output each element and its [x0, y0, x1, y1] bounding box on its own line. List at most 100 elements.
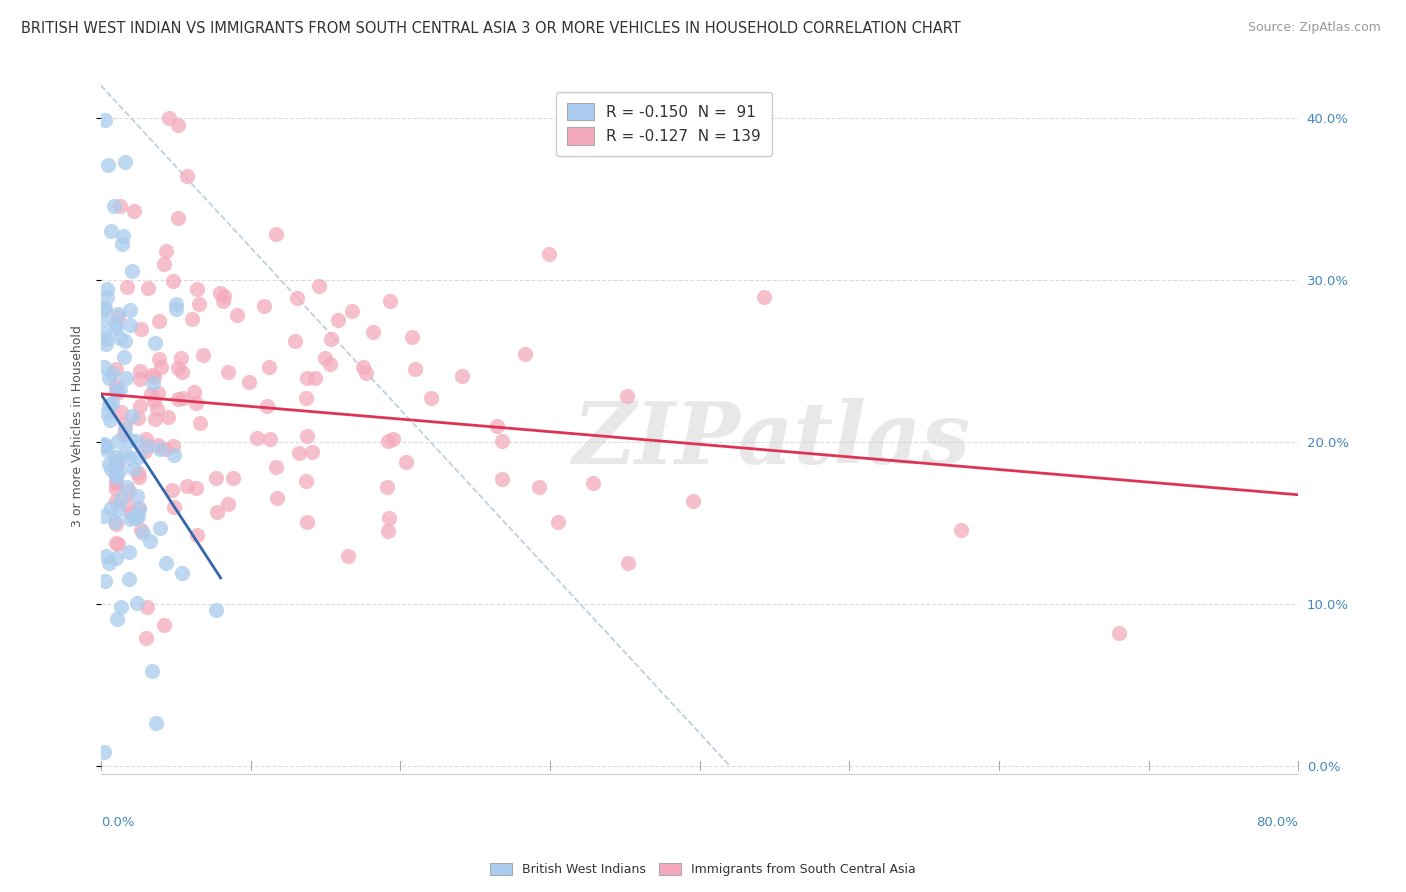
Point [287, 291, 309, 305]
Point [105, 384, 128, 398]
Point [114, 446, 136, 460]
Point [294, 474, 316, 488]
Point [253, 299, 276, 313]
Text: 80.0%: 80.0% [1257, 815, 1299, 829]
Point [352, 360, 374, 375]
Point [308, 278, 330, 293]
Point [217, 497, 239, 511]
Point [115, 481, 138, 495]
Point [125, 511, 148, 525]
Point [153, 442, 176, 457]
Point [97, 158, 120, 172]
Point [104, 517, 127, 532]
Point [170, 365, 193, 379]
Point [163, 500, 186, 514]
Point [142, 369, 165, 384]
Point [188, 416, 211, 430]
Point [160, 483, 183, 498]
Point [118, 450, 141, 465]
Point [142, 376, 165, 390]
Point [284, 334, 307, 348]
Point [94, 301, 117, 315]
Point [266, 491, 288, 505]
Point [93, 509, 115, 524]
Point [486, 419, 509, 434]
Point [527, 480, 550, 494]
Point [155, 556, 177, 570]
Point [145, 401, 167, 416]
Point [170, 351, 193, 365]
Point [105, 386, 128, 401]
Point [114, 417, 136, 431]
Point [129, 322, 152, 336]
Point [256, 400, 278, 414]
Point [96, 290, 118, 304]
Point [377, 511, 399, 525]
Point [118, 483, 141, 498]
Point [110, 405, 132, 419]
Point [104, 317, 127, 331]
Point [162, 439, 184, 453]
Point [342, 303, 364, 318]
Point [382, 432, 405, 446]
Point [183, 384, 205, 399]
Point [153, 618, 176, 632]
Point [209, 285, 232, 300]
Point [100, 461, 122, 475]
Point [401, 330, 423, 344]
Point [143, 412, 166, 426]
Point [108, 463, 131, 477]
Point [100, 366, 122, 380]
Point [141, 387, 163, 401]
Point [141, 368, 163, 382]
Point [222, 471, 245, 485]
Point [112, 350, 135, 364]
Point [212, 289, 235, 303]
Point [104, 458, 127, 472]
Point [377, 524, 399, 538]
Point [149, 442, 172, 457]
Point [127, 467, 149, 481]
Point [94, 112, 117, 127]
Point [104, 378, 127, 392]
Point [120, 507, 142, 521]
Point [114, 334, 136, 349]
Point [420, 391, 443, 405]
Point [118, 544, 141, 558]
Point [266, 227, 288, 242]
Point [93, 301, 115, 316]
Point [264, 459, 287, 474]
Point [128, 502, 150, 516]
Point [163, 448, 186, 462]
Point [451, 369, 474, 384]
Point [117, 280, 139, 294]
Point [107, 502, 129, 516]
Point [107, 537, 129, 551]
Point [295, 429, 318, 443]
Point [205, 505, 228, 519]
Point [186, 481, 208, 495]
Point [193, 348, 215, 362]
Point [354, 367, 377, 381]
Point [166, 118, 188, 132]
Point [294, 391, 316, 405]
Point [112, 228, 135, 243]
Point [127, 508, 149, 523]
Point [98, 556, 121, 570]
Point [105, 455, 128, 469]
Point [107, 307, 129, 321]
Point [122, 510, 145, 524]
Point [104, 450, 127, 464]
Point [616, 389, 638, 403]
Point [288, 446, 311, 460]
Point [148, 351, 170, 366]
Point [108, 199, 131, 213]
Point [96, 282, 118, 296]
Point [148, 314, 170, 328]
Point [537, 246, 560, 260]
Point [121, 409, 143, 423]
Point [166, 392, 188, 407]
Point [135, 631, 157, 645]
Text: 0.0%: 0.0% [101, 815, 135, 829]
Point [145, 716, 167, 731]
